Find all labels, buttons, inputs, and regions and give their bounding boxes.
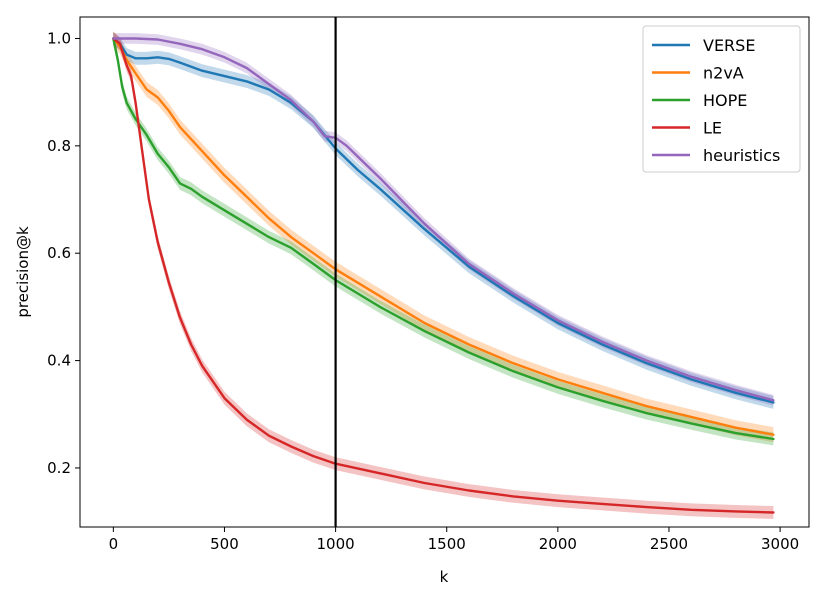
- legend-label-hope: HOPE: [703, 91, 747, 110]
- y-axis-label: precision@k: [14, 226, 32, 318]
- y-axis-ticks: 0.2 0.4 0.6 0.8 1.0: [47, 29, 80, 477]
- x-tick-label: 3000: [761, 535, 799, 553]
- y-tick-label: 0.6: [47, 244, 71, 262]
- series-line-le: [112, 37, 775, 514]
- x-tick-label: 1500: [428, 535, 466, 553]
- series-lines: [112, 37, 775, 514]
- y-tick-label: 1.0: [47, 29, 71, 47]
- x-tick-label: 500: [210, 535, 239, 553]
- plot-frame: [79, 16, 810, 528]
- y-tick-label: 0.8: [47, 137, 71, 155]
- legend-box: [642, 25, 801, 173]
- y-tick-label: 0.4: [47, 352, 71, 370]
- legend-label-heuristics: heuristics: [703, 146, 780, 165]
- legend-label-n2va: n2vA: [703, 64, 744, 83]
- legend-label-verse: VERSE: [703, 36, 755, 55]
- x-tick-label: 1000: [317, 535, 355, 553]
- x-tick-label: 2500: [650, 535, 688, 553]
- x-tick-label: 2000: [539, 535, 577, 553]
- legend: VERSE n2vA HOPE LE heuristics: [642, 25, 801, 173]
- y-tick-label: 0.2: [47, 459, 71, 477]
- legend-label-le: LE: [703, 119, 722, 138]
- series-line-n2va: [112, 37, 775, 436]
- x-axis-ticks: 0 500 1000 1500 2000 2500 3000: [109, 527, 799, 553]
- x-tick-label: 0: [109, 535, 119, 553]
- x-axis-label: k: [440, 568, 449, 586]
